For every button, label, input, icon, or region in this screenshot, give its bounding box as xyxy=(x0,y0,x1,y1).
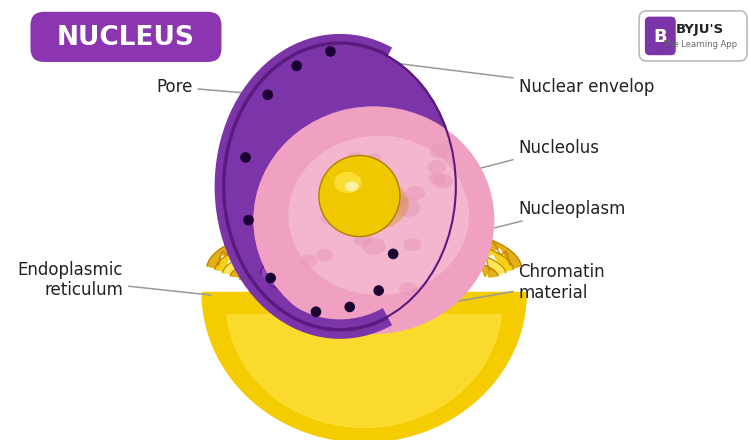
Polygon shape xyxy=(202,293,526,442)
Ellipse shape xyxy=(353,233,372,246)
Text: Nucleoplasm: Nucleoplasm xyxy=(490,199,626,229)
Ellipse shape xyxy=(427,160,446,174)
Ellipse shape xyxy=(334,172,362,193)
Ellipse shape xyxy=(260,245,478,302)
Text: Nuclear envelop: Nuclear envelop xyxy=(396,63,654,96)
FancyBboxPatch shape xyxy=(639,11,747,61)
Polygon shape xyxy=(207,220,521,270)
Ellipse shape xyxy=(367,153,381,164)
Circle shape xyxy=(262,90,273,100)
Circle shape xyxy=(243,215,254,225)
Ellipse shape xyxy=(332,207,347,219)
Circle shape xyxy=(388,249,398,259)
Polygon shape xyxy=(215,231,514,273)
Text: NUCLEUS: NUCLEUS xyxy=(57,25,195,51)
Text: Endoplasmic
reticulum: Endoplasmic reticulum xyxy=(17,261,211,299)
Ellipse shape xyxy=(406,186,425,201)
Text: Pore: Pore xyxy=(156,78,265,96)
Ellipse shape xyxy=(428,172,445,185)
Text: B: B xyxy=(653,28,667,46)
Ellipse shape xyxy=(395,198,421,217)
Circle shape xyxy=(326,46,336,56)
Circle shape xyxy=(374,285,384,296)
Ellipse shape xyxy=(300,254,317,267)
Ellipse shape xyxy=(430,144,451,159)
Ellipse shape xyxy=(302,108,406,207)
Polygon shape xyxy=(227,314,502,427)
Ellipse shape xyxy=(348,152,363,163)
Ellipse shape xyxy=(389,195,407,208)
Ellipse shape xyxy=(399,282,418,297)
Ellipse shape xyxy=(254,106,494,334)
Text: Chromatin
material: Chromatin material xyxy=(440,263,605,305)
Text: The Learning App: The Learning App xyxy=(663,40,737,49)
Ellipse shape xyxy=(404,238,422,251)
Ellipse shape xyxy=(345,181,358,191)
Ellipse shape xyxy=(320,213,336,225)
Circle shape xyxy=(292,60,302,71)
Ellipse shape xyxy=(288,136,469,295)
Ellipse shape xyxy=(320,175,409,232)
Circle shape xyxy=(319,155,400,237)
Circle shape xyxy=(344,302,355,312)
FancyBboxPatch shape xyxy=(645,17,676,55)
Text: BYJU'S: BYJU'S xyxy=(676,23,724,36)
Ellipse shape xyxy=(362,237,386,255)
Ellipse shape xyxy=(433,174,453,188)
Circle shape xyxy=(310,306,321,317)
Polygon shape xyxy=(223,241,506,277)
FancyBboxPatch shape xyxy=(31,12,221,62)
Circle shape xyxy=(266,273,276,283)
Text: Nucleolus: Nucleolus xyxy=(406,139,599,188)
Polygon shape xyxy=(230,250,498,280)
Circle shape xyxy=(240,152,250,163)
Ellipse shape xyxy=(316,249,333,261)
Ellipse shape xyxy=(358,192,382,210)
Ellipse shape xyxy=(224,43,456,329)
